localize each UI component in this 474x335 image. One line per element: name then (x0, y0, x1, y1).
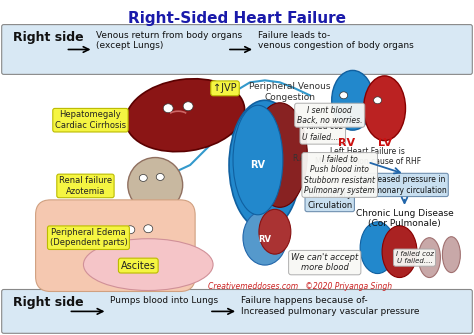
Text: Creativemeddoses.com   ©2020 Priyanga Singh: Creativemeddoses.com ©2020 Priyanga Sing… (208, 281, 392, 290)
Text: Peripheral Venous
Congestion: Peripheral Venous Congestion (249, 82, 330, 102)
Text: Failure leads to-
venous congestion of body organs: Failure leads to- venous congestion of b… (258, 30, 414, 50)
Text: LV: LV (377, 138, 392, 148)
Text: Right side: Right side (13, 296, 83, 310)
Text: Chronic Lung Disease
(Cor Pulmonale): Chronic Lung Disease (Cor Pulmonale) (356, 209, 454, 228)
FancyBboxPatch shape (2, 24, 472, 74)
Ellipse shape (259, 209, 291, 254)
Ellipse shape (126, 226, 135, 234)
Text: Left Heart Failure is
Most common cause of RHF: Left Heart Failure is Most common cause … (315, 147, 421, 166)
Ellipse shape (442, 237, 460, 273)
Text: RV: RV (250, 160, 265, 170)
Text: Failure happens because of-
Increased pulmonary vascular pressure: Failure happens because of- Increased pu… (241, 296, 419, 316)
Text: Ascites: Ascites (121, 261, 156, 271)
Text: ↑JVP: ↑JVP (213, 83, 237, 93)
Ellipse shape (419, 238, 440, 277)
Ellipse shape (360, 222, 395, 274)
Ellipse shape (364, 76, 405, 141)
Text: Renal failure
Azotemia: Renal failure Azotemia (59, 176, 112, 196)
Ellipse shape (126, 79, 245, 152)
Text: Venous return from body organs
(except Lungs): Venous return from body organs (except L… (96, 30, 243, 50)
Ellipse shape (156, 174, 164, 181)
Ellipse shape (332, 70, 374, 130)
Text: Hepatomegaly
Cardiac Cirrhosis: Hepatomegaly Cardiac Cirrhosis (55, 111, 126, 130)
Text: RV: RV (338, 138, 355, 148)
Text: R.A.: R.A. (292, 153, 307, 162)
Ellipse shape (128, 157, 182, 212)
Text: I failed coz
U failed.....: I failed coz U failed..... (302, 123, 343, 142)
Ellipse shape (144, 225, 153, 233)
Text: I failed to
Push blood into
Stubborn resistant
Pulmonary system: I failed to Push blood into Stubborn res… (304, 155, 375, 195)
Text: Increased pressure in
Pulmonary circulation: Increased pressure in Pulmonary circulat… (363, 175, 447, 195)
Ellipse shape (233, 105, 283, 215)
Ellipse shape (83, 239, 213, 290)
FancyBboxPatch shape (2, 289, 472, 333)
Ellipse shape (139, 175, 147, 182)
Ellipse shape (183, 102, 193, 111)
Text: Pumps blood into Lungs: Pumps blood into Lungs (110, 296, 219, 306)
Ellipse shape (382, 226, 417, 277)
Text: Right side: Right side (13, 30, 83, 44)
Ellipse shape (229, 100, 301, 230)
FancyBboxPatch shape (36, 200, 195, 291)
Ellipse shape (253, 103, 307, 207)
Text: I failed coz
U failed....: I failed coz U failed.... (395, 251, 433, 264)
Text: Pulmonary
Circulation: Pulmonary Circulation (307, 190, 352, 210)
Text: Right-Sided Heart Failure: Right-Sided Heart Failure (128, 11, 346, 26)
Ellipse shape (340, 92, 347, 99)
Ellipse shape (243, 210, 287, 265)
Text: Peripheral Edema
(Dependent parts): Peripheral Edema (Dependent parts) (50, 228, 128, 248)
Text: We can't accept
more blood: We can't accept more blood (291, 253, 358, 272)
Ellipse shape (374, 97, 382, 104)
Text: RV: RV (258, 235, 272, 244)
Ellipse shape (163, 104, 173, 113)
Text: I sent blood
Back, no worries.: I sent blood Back, no worries. (297, 106, 363, 125)
